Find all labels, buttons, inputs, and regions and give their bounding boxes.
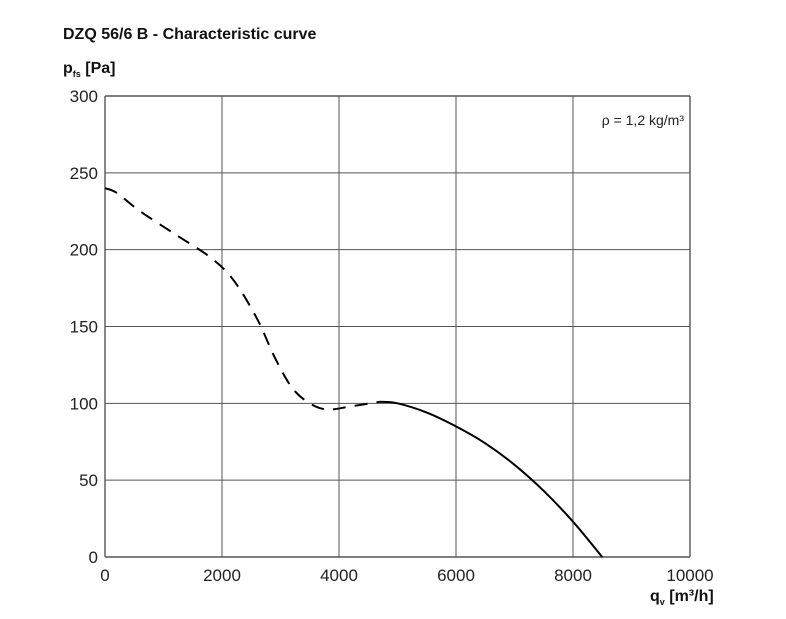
chart-title: DZQ 56/6 B - Characteristic curve — [63, 26, 317, 43]
y-tick-label: 100 — [70, 394, 98, 413]
curve-dashed — [104, 187, 381, 411]
x-axis-subscript: v — [659, 597, 665, 608]
x-axis-label: qv [m³/h] — [650, 588, 714, 607]
y-tick-label: 150 — [70, 318, 98, 337]
grid — [104, 95, 691, 558]
tick-labels: 0 2000 4000 6000 8000 10000 0 50 100 150 200 250 300 — [70, 87, 714, 585]
x-tick-label: 4000 — [320, 566, 358, 585]
x-axis-symbol: q — [650, 588, 660, 605]
y-axis-label: pfs [Pa] — [63, 60, 115, 79]
y-tick-label: 250 — [70, 164, 98, 183]
y-axis-subscript: fs — [72, 69, 81, 80]
density-annotation: ρ = 1,2 kg/m³ — [602, 112, 685, 128]
x-tick-label: 8000 — [554, 566, 592, 585]
y-tick-label: 50 — [79, 471, 98, 490]
y-axis-symbol: p — [63, 60, 73, 77]
y-tick-label: 300 — [70, 87, 98, 106]
series-lines — [104, 187, 604, 558]
x-tick-label: 10000 — [666, 566, 713, 585]
x-tick-label: 0 — [100, 566, 109, 585]
x-axis-unit: [m³/h] — [669, 588, 714, 605]
y-axis-unit: [Pa] — [85, 60, 116, 77]
y-tick-label: 200 — [70, 241, 98, 260]
x-tick-label: 2000 — [203, 566, 241, 585]
curve-solid — [379, 400, 604, 558]
x-tick-label: 6000 — [437, 566, 475, 585]
y-tick-label: 0 — [89, 548, 98, 567]
